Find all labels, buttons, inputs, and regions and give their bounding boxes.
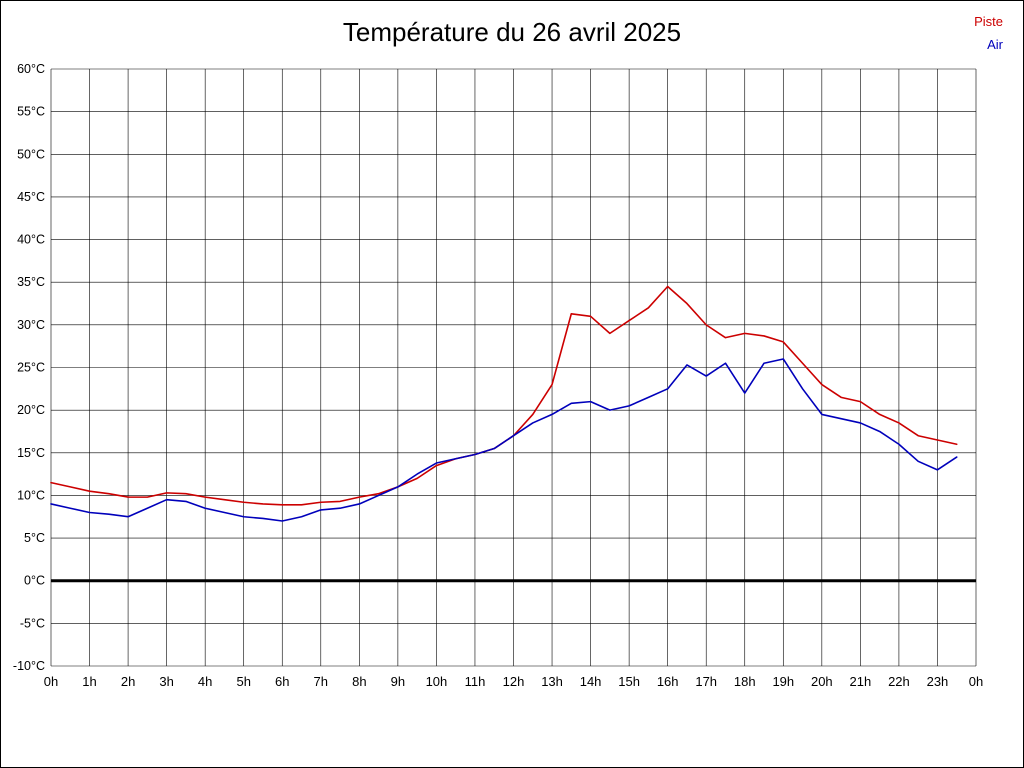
svg-text:3h: 3h — [159, 674, 173, 689]
svg-text:0°C: 0°C — [24, 574, 45, 588]
svg-text:25°C: 25°C — [17, 361, 45, 375]
svg-text:5h: 5h — [236, 674, 250, 689]
legend-item-piste: Piste — [974, 14, 1003, 29]
svg-text:35°C: 35°C — [17, 275, 45, 289]
svg-text:-5°C: -5°C — [20, 616, 45, 630]
svg-text:1h: 1h — [82, 674, 96, 689]
svg-text:7h: 7h — [314, 674, 328, 689]
svg-text:20h: 20h — [811, 674, 833, 689]
svg-text:55°C: 55°C — [17, 105, 45, 119]
svg-text:8h: 8h — [352, 674, 366, 689]
svg-text:16h: 16h — [657, 674, 679, 689]
svg-text:2h: 2h — [121, 674, 135, 689]
svg-text:15h: 15h — [618, 674, 640, 689]
svg-text:-10°C: -10°C — [13, 659, 45, 673]
svg-text:21h: 21h — [850, 674, 872, 689]
svg-text:22h: 22h — [888, 674, 910, 689]
svg-text:23h: 23h — [927, 674, 949, 689]
svg-text:40°C: 40°C — [17, 233, 45, 247]
svg-text:5°C: 5°C — [24, 531, 45, 545]
svg-text:10h: 10h — [426, 674, 448, 689]
svg-text:9h: 9h — [391, 674, 405, 689]
svg-text:15°C: 15°C — [17, 446, 45, 460]
svg-text:6h: 6h — [275, 674, 289, 689]
svg-text:18h: 18h — [734, 674, 756, 689]
svg-text:19h: 19h — [772, 674, 794, 689]
legend: Piste Air — [974, 11, 1003, 57]
svg-text:4h: 4h — [198, 674, 212, 689]
svg-text:20°C: 20°C — [17, 403, 45, 417]
svg-text:13h: 13h — [541, 674, 563, 689]
svg-text:17h: 17h — [695, 674, 717, 689]
svg-text:12h: 12h — [503, 674, 525, 689]
svg-text:14h: 14h — [580, 674, 602, 689]
svg-text:50°C: 50°C — [17, 147, 45, 161]
svg-text:60°C: 60°C — [17, 62, 45, 76]
chart-title: Température du 26 avril 2025 — [342, 17, 682, 47]
legend-item-air: Air — [987, 36, 1003, 52]
svg-text:30°C: 30°C — [17, 318, 45, 332]
svg-text:45°C: 45°C — [17, 190, 45, 204]
svg-text:10°C: 10°C — [17, 488, 45, 502]
svg-text:0h: 0h — [44, 674, 58, 689]
svg-text:0h: 0h — [969, 674, 983, 689]
svg-text:11h: 11h — [465, 674, 486, 689]
